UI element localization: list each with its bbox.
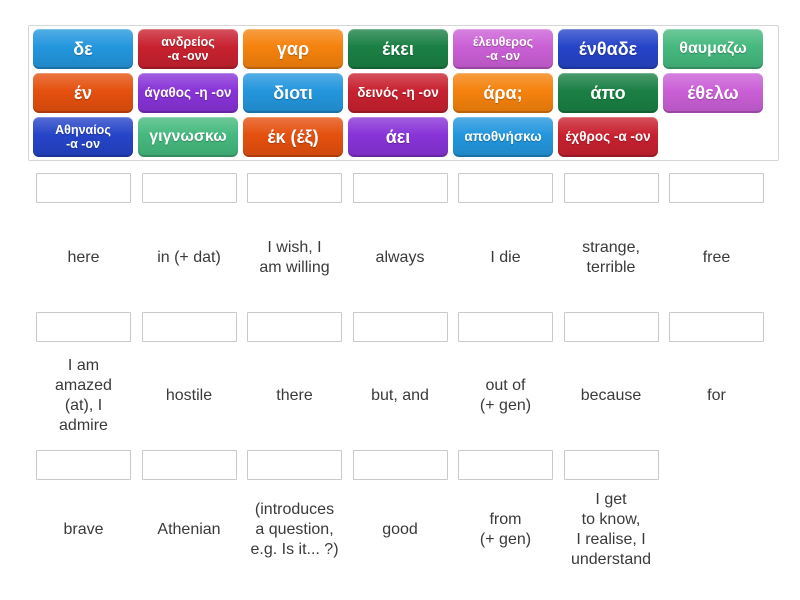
- answer-label: there: [276, 387, 313, 404]
- word-tile[interactable]: γαρ: [243, 29, 343, 69]
- answer-label: free: [702, 248, 731, 266]
- word-tile[interactable]: δεινός -η -ον: [348, 73, 448, 113]
- answer-label: I die: [490, 248, 521, 266]
- answer-label: because: [580, 387, 642, 404]
- answer-label: here: [67, 248, 100, 266]
- word-bank: δε ανδρείος -α -ονν γαρ έκει έλευθερος -…: [28, 25, 779, 161]
- answer-cell: I get to know, I realise, I understand: [563, 450, 659, 580]
- answer-label: I am amazed (at), I admire: [55, 357, 112, 434]
- word-tile[interactable]: θαυμαζω: [663, 29, 763, 69]
- answer-slot[interactable]: [141, 450, 237, 480]
- answer-slot[interactable]: [247, 312, 342, 342]
- answer-slot[interactable]: [669, 173, 764, 203]
- answer-slot[interactable]: [352, 173, 448, 203]
- answer-slot[interactable]: [563, 312, 659, 342]
- word-tile[interactable]: άγαθος -η -ον: [138, 73, 238, 113]
- answer-cell: I am amazed (at), I admire: [36, 312, 131, 450]
- answer-slot[interactable]: [669, 312, 764, 342]
- answer-label: I get to know, I realise, I understand: [570, 491, 652, 568]
- answer-slot[interactable]: [352, 450, 448, 480]
- answer-slot[interactable]: [141, 173, 237, 203]
- word-tile[interactable]: γιγνωσκω: [138, 117, 238, 157]
- answer-cell: Athenian: [141, 450, 237, 580]
- answer-label: for: [707, 387, 726, 404]
- answer-cell: brave: [36, 450, 131, 580]
- word-tile[interactable]: έκ (έξ): [243, 117, 343, 157]
- answer-label: always: [375, 248, 425, 266]
- answer-cell: but, and: [352, 312, 448, 450]
- answer-cell: free: [669, 173, 764, 312]
- word-tile[interactable]: έκει: [348, 29, 448, 69]
- word-tile[interactable]: έλευθερος -α -ον: [453, 29, 553, 69]
- answer-cell: always: [352, 173, 448, 312]
- answer-cell: in (+ dat): [141, 173, 237, 312]
- answer-slot[interactable]: [458, 173, 553, 203]
- answer-cell: here: [36, 173, 131, 312]
- answer-label: in (+ dat): [157, 248, 221, 266]
- answer-cell: (introduces a question, e.g. Is it... ?): [247, 450, 342, 580]
- answer-slot[interactable]: [36, 173, 131, 203]
- answer-row-3: brave Athenian (introduces a question, e…: [36, 450, 761, 580]
- answer-slot[interactable]: [141, 312, 237, 342]
- answer-cell: good: [352, 450, 448, 580]
- word-tile[interactable]: Αθηναίος -α -ον: [33, 117, 133, 157]
- word-tile[interactable]: άπο: [558, 73, 658, 113]
- answer-cell: out of (+ gen): [458, 312, 553, 450]
- answer-slot[interactable]: [36, 312, 131, 342]
- word-tile[interactable]: ανδρείος -α -ονν: [138, 29, 238, 69]
- answer-label: hostile: [165, 387, 213, 404]
- word-tile[interactable]: δε: [33, 29, 133, 69]
- answer-cell: for: [669, 312, 764, 450]
- answer-label: from (+ gen): [479, 511, 532, 548]
- answer-cell: strange, terrible: [563, 173, 659, 312]
- answer-slot[interactable]: [563, 450, 659, 480]
- word-bank-grid: δε ανδρείος -α -ονν γαρ έκει έλευθερος -…: [33, 29, 774, 157]
- word-tile[interactable]: έχθρος -α -ον: [558, 117, 658, 157]
- answer-slot[interactable]: [36, 450, 131, 480]
- answer-slot[interactable]: [352, 312, 448, 342]
- answer-slot[interactable]: [247, 450, 342, 480]
- answer-label: out of (+ gen): [479, 377, 532, 414]
- answer-slot[interactable]: [458, 312, 553, 342]
- word-tile[interactable]: άρα;: [453, 73, 553, 113]
- answer-label: Athenian: [157, 521, 221, 538]
- answer-cell: I die: [458, 173, 553, 312]
- answer-label: brave: [63, 521, 104, 538]
- word-tile[interactable]: διοτι: [243, 73, 343, 113]
- answer-slot[interactable]: [563, 173, 659, 203]
- answer-cell: there: [247, 312, 342, 450]
- answer-label: good: [382, 521, 418, 538]
- word-tile[interactable]: έν: [33, 73, 133, 113]
- word-tile[interactable]: έθελω: [663, 73, 763, 113]
- answer-label: (introduces a question, e.g. Is it... ?): [250, 501, 339, 558]
- answer-area: here in (+ dat) I wish, I am willing alw…: [36, 173, 764, 580]
- answer-row-2: I am amazed (at), I admire hostile there…: [36, 312, 764, 450]
- answer-label: strange, terrible: [582, 238, 640, 276]
- answer-label: I wish, I am willing: [259, 238, 330, 276]
- word-tile[interactable]: ένθαδε: [558, 29, 658, 69]
- answer-cell: I wish, I am willing: [247, 173, 342, 312]
- word-tile[interactable]: αποθνήσκω: [453, 117, 553, 157]
- answer-cell: hostile: [141, 312, 237, 450]
- answer-label: but, and: [371, 387, 429, 404]
- answer-cell: because: [563, 312, 659, 450]
- answer-row-1: here in (+ dat) I wish, I am willing alw…: [36, 173, 764, 312]
- answer-cell: from (+ gen): [458, 450, 553, 580]
- answer-slot[interactable]: [247, 173, 342, 203]
- word-tile[interactable]: άει: [348, 117, 448, 157]
- answer-slot[interactable]: [458, 450, 553, 480]
